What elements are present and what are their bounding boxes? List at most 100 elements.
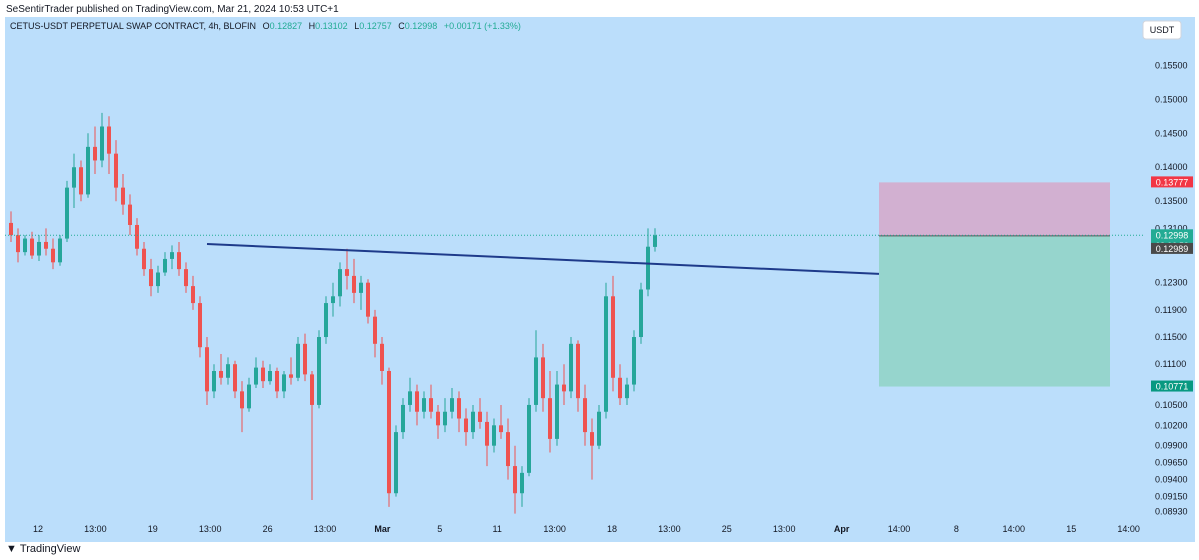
candle-body — [464, 418, 468, 433]
price-axis[interactable]: 0.15500 0.15000 0.14500 0.14000 0.13500 0.131… — [1151, 60, 1193, 517]
stop-price-badge-label: 0.13777 — [1156, 177, 1189, 187]
price-tick-label: 0.09400 — [1155, 475, 1188, 485]
candle-body — [338, 269, 342, 297]
annotation-lines — [5, 234, 1145, 275]
candle-body — [170, 252, 174, 259]
candle-body — [163, 258, 167, 273]
last-price-badge-label: 0.12998 — [1156, 230, 1189, 240]
position-zones — [879, 182, 1110, 387]
time-axis[interactable]: 12 13:00 19 13:00 26 13:00 Mar 5 11 13:00 18 13:00 2… — [33, 524, 1140, 534]
time-tick-label: 14:00 — [888, 524, 911, 534]
candle-body — [436, 411, 440, 426]
target-price-badge-label: 0.10771 — [1156, 382, 1189, 392]
candle-body — [184, 269, 188, 287]
time-tick-label: 13:00 — [773, 524, 796, 534]
candle-body — [534, 357, 538, 405]
close-label: C — [398, 21, 405, 31]
candle-body — [30, 238, 34, 256]
candle-body — [37, 241, 41, 256]
candle-body — [457, 398, 461, 419]
price-tick-label: 0.09650 — [1155, 458, 1188, 468]
open-label: O — [263, 21, 270, 31]
time-tick-label: 13:00 — [543, 524, 566, 534]
candle-body — [79, 167, 83, 195]
time-tick-label: 13:00 — [84, 524, 107, 534]
candle-body — [590, 432, 594, 446]
candle-body — [93, 146, 97, 161]
candle-body — [625, 384, 629, 399]
candle-body — [506, 432, 510, 467]
candle-body — [583, 398, 587, 433]
price-chart[interactable]: 0.15500 0.15000 0.14500 0.14000 0.13500 0.131… — [5, 17, 1195, 542]
candle-body — [604, 296, 608, 412]
price-tick-label: 0.15000 — [1155, 94, 1188, 104]
price-tick-label: 0.14500 — [1155, 128, 1188, 138]
candle-body — [51, 248, 55, 263]
candle-body — [443, 411, 447, 426]
candle-body — [296, 343, 300, 378]
stop-loss-zone — [879, 182, 1110, 236]
price-tick-label: 0.13100 — [1155, 223, 1188, 233]
candle-body — [16, 235, 20, 253]
price-tick-label: 0.13500 — [1155, 196, 1188, 206]
svg-text:CETUS-USDT PERPETUAL SWAP CONT: CETUS-USDT PERPETUAL SWAP CONTRACT, 4h, … — [10, 21, 521, 31]
candle-body — [191, 286, 195, 304]
price-tick-label: 0.10200 — [1155, 420, 1188, 430]
candle-body — [23, 238, 27, 253]
candle-body — [135, 224, 139, 249]
candle-body — [303, 343, 307, 375]
time-tick-label: 13:00 — [199, 524, 222, 534]
candle-body — [373, 316, 377, 344]
candle-body — [632, 337, 636, 385]
candle-body — [212, 370, 216, 392]
chart-area[interactable]: 0.15500 0.15000 0.14500 0.14000 0.13500 0.131… — [5, 17, 1195, 542]
candle-body — [478, 411, 482, 422]
candle-body — [128, 204, 132, 225]
candle-body — [499, 425, 503, 433]
candle-body — [233, 364, 237, 392]
currency-button[interactable] — [1142, 20, 1182, 40]
tradingview-brand: TradingView — [19, 543, 81, 555]
publisher-line: SeSentirTrader published on TradingView.… — [6, 4, 339, 15]
time-tick-label: Mar — [374, 524, 391, 534]
price-tick-label: 0.08930 — [1155, 507, 1188, 517]
candle-body — [653, 235, 657, 247]
candle-body — [408, 391, 412, 405]
candle-body — [310, 374, 314, 405]
time-tick-label: Apr — [834, 524, 850, 534]
candle-body — [58, 238, 62, 263]
candle-body — [289, 374, 293, 378]
candle-body — [569, 343, 573, 392]
entry-price-badge-label: 0.12989 — [1156, 244, 1189, 254]
candle-body — [44, 241, 48, 249]
candle-body — [86, 146, 90, 195]
candle-body — [548, 398, 552, 439]
candle-body — [142, 248, 146, 270]
price-tick-label: 0.11900 — [1155, 305, 1187, 315]
candle-body — [9, 222, 13, 236]
candle-body — [275, 370, 279, 392]
price-tick-label: 0.12300 — [1155, 278, 1188, 288]
candle-body — [65, 187, 69, 239]
open-value: 0.12827 — [270, 21, 303, 31]
time-tick-label: 8 — [954, 524, 959, 534]
time-tick-label: 13:00 — [658, 524, 681, 534]
candle-body — [282, 374, 286, 392]
time-tick-label: 19 — [148, 524, 158, 534]
tradingview-footer[interactable]: ▼ TradingView — [6, 543, 80, 555]
candle-body — [114, 153, 118, 188]
candle-body — [261, 367, 265, 382]
candle-body — [394, 432, 398, 494]
currency-button-label: USDT — [1150, 25, 1175, 35]
time-tick-label: 15 — [1066, 524, 1076, 534]
candle-body — [422, 398, 426, 412]
close-value: 0.12998 — [405, 21, 438, 31]
time-tick-label: 14:00 — [1117, 524, 1140, 534]
price-tick-label: 0.11100 — [1155, 359, 1186, 369]
candle-body — [618, 377, 622, 399]
candle-body — [492, 425, 496, 446]
candle-body — [380, 343, 384, 371]
candle-body — [513, 466, 517, 494]
candle-body — [254, 367, 258, 385]
high-label: H — [309, 21, 316, 31]
